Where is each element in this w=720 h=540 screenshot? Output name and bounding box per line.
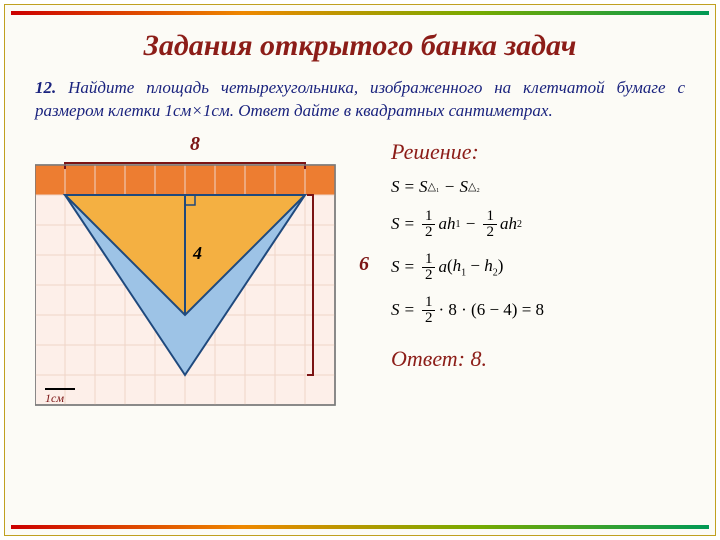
frac-half: 12	[422, 295, 436, 326]
f1-s1: S	[419, 177, 428, 197]
top-divider	[11, 11, 709, 15]
f2-h1: h	[447, 214, 456, 234]
f3-paren: (h1 − h2)	[447, 256, 503, 278]
equals-icon: =	[404, 177, 415, 197]
bottom-divider	[11, 525, 709, 529]
f2-a2: a	[500, 214, 509, 234]
tri1-sub: △₁	[427, 180, 439, 193]
slide-frame: Задания открытого банка задач 12. Найдит…	[4, 4, 716, 536]
sub2: 2	[517, 219, 522, 230]
content-area: Задания открытого банка задач 12. Найдит…	[35, 21, 685, 519]
f4-vals: · 8 · (6 − 4) = 8	[438, 300, 544, 320]
f1-s2: S	[459, 177, 468, 197]
page-title: Задания открытого банка задач	[35, 29, 685, 63]
f2-lhs: S	[391, 214, 400, 234]
f1-lhs: S	[391, 177, 400, 197]
solution-column: Решение: S = S△₁ − S△₂ S= 12 ah1	[385, 135, 685, 372]
formula-3: S= 12 a (h1 − h2)	[391, 252, 685, 283]
formula-2: S= 12 ah1 − 12 ah2	[391, 209, 685, 240]
f2-h2: h	[508, 214, 517, 234]
figure: 8 41см 6	[35, 135, 355, 415]
minus-icon: −	[439, 177, 459, 197]
equals-icon: =	[404, 257, 415, 277]
frac-half: 12	[422, 252, 436, 283]
solution-heading: Решение:	[391, 139, 685, 165]
formula-1: S = S△₁ − S△₂	[391, 177, 685, 197]
answer: Ответ: 8.	[385, 346, 685, 372]
formulas: S = S△₁ − S△₂ S= 12 ah1 − 12 ah2	[385, 177, 685, 326]
f4-lhs: S	[391, 300, 400, 320]
svg-text:1см: 1см	[45, 391, 64, 405]
main-row: 8 41см 6 Решение: S = S△₁ − S△₂	[35, 135, 685, 415]
f3-a: a	[438, 257, 447, 277]
dim-label-8: 8	[35, 133, 355, 156]
frac-half: 12	[483, 209, 497, 240]
frac-half: 12	[422, 209, 436, 240]
problem-text: Найдите площадь четырехугольника, изобра…	[35, 78, 685, 120]
problem-number: 12.	[35, 78, 56, 97]
svg-text:4: 4	[192, 243, 202, 263]
formula-4: S= 12 · 8 · (6 − 4) = 8	[391, 295, 685, 326]
minus-icon: −	[460, 214, 480, 234]
problem-statement: 12. Найдите площадь четырехугольника, из…	[35, 77, 685, 123]
equals-icon: =	[404, 300, 415, 320]
tri2-sub: △₂	[468, 180, 480, 193]
f3-lhs: S	[391, 257, 400, 277]
equals-icon: =	[404, 214, 415, 234]
figure-svg: 4 1см	[35, 135, 355, 415]
dim-label-6: 6	[359, 253, 369, 276]
f2-a1: a	[438, 214, 447, 234]
